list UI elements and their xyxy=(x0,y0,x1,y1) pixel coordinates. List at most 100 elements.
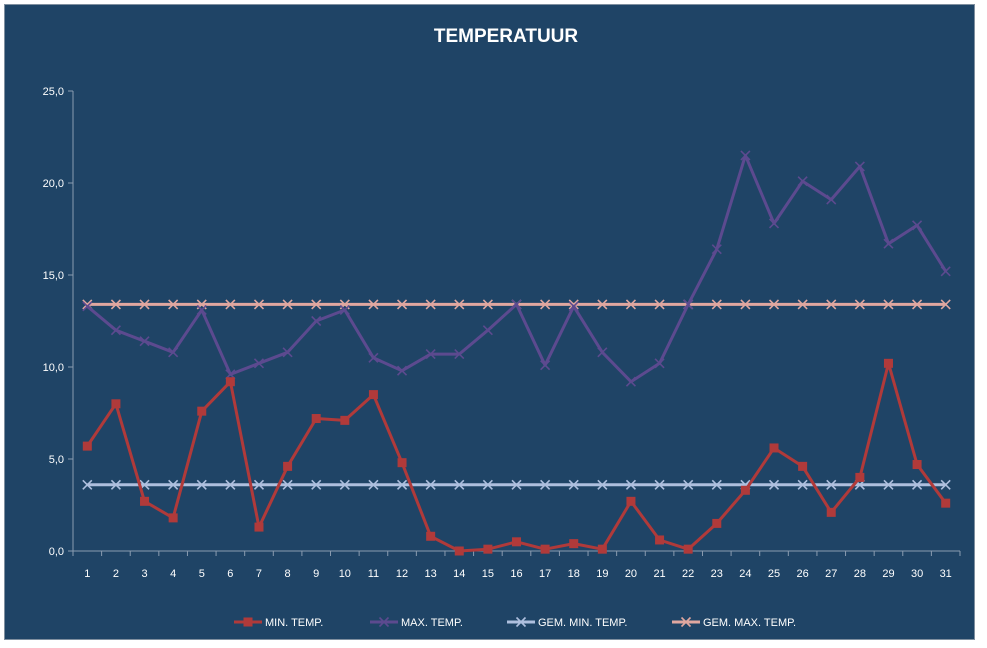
marker-stroke xyxy=(454,479,465,490)
data-point-marker xyxy=(683,299,694,310)
data-point-marker xyxy=(597,299,608,310)
marker-stroke xyxy=(680,616,692,628)
data-point-marker xyxy=(711,479,722,490)
data-point-marker xyxy=(454,479,465,490)
data-point-marker xyxy=(512,537,521,547)
data-point-marker xyxy=(826,507,836,517)
data-point-marker xyxy=(82,479,93,490)
marker-stroke xyxy=(168,347,179,358)
data-point-marker xyxy=(110,299,121,310)
x-tick-label: 30 xyxy=(911,568,923,580)
data-point-marker xyxy=(912,479,923,490)
data-point-marker xyxy=(282,479,293,490)
data-point-marker xyxy=(654,299,665,310)
data-point-marker xyxy=(282,299,293,310)
marker-stroke xyxy=(540,360,551,371)
data-point-marker xyxy=(82,301,93,312)
data-point-marker xyxy=(941,498,951,508)
x-tick-label: 10 xyxy=(339,568,351,580)
marker-stroke xyxy=(883,299,894,310)
x-tick-label: 28 xyxy=(854,568,866,580)
marker-stroke xyxy=(625,479,637,490)
data-point-marker xyxy=(683,479,694,490)
data-point-marker xyxy=(540,360,551,371)
data-point-marker xyxy=(540,544,550,554)
data-point-marker xyxy=(597,347,608,358)
marker-stroke xyxy=(711,299,722,310)
marker-stroke xyxy=(654,358,665,369)
data-point-marker xyxy=(426,531,436,541)
series-3 xyxy=(82,299,951,310)
data-point-marker xyxy=(740,485,750,495)
marker-stroke xyxy=(378,616,390,628)
data-point-marker xyxy=(940,266,951,277)
x-tick-label: 13 xyxy=(425,568,437,580)
marker-stroke xyxy=(797,479,808,490)
marker-stroke xyxy=(454,299,465,310)
marker-stroke xyxy=(425,299,436,310)
y-tick-label: 10,0 xyxy=(43,362,64,374)
legend-label: GEM. MAX. TEMP. xyxy=(703,617,796,629)
data-point-marker xyxy=(482,479,493,490)
data-point-marker xyxy=(378,616,390,628)
data-point-marker xyxy=(197,406,207,416)
data-point-marker xyxy=(253,299,265,310)
data-point-marker xyxy=(482,299,493,310)
marker-stroke xyxy=(396,479,408,490)
x-tick-label: 9 xyxy=(313,568,319,580)
data-point-marker xyxy=(540,299,551,310)
data-point-marker xyxy=(482,325,493,336)
data-point-marker xyxy=(740,150,751,161)
data-point-marker xyxy=(168,513,178,523)
data-point-marker xyxy=(243,617,253,627)
marker-stroke xyxy=(282,299,293,310)
marker-stroke xyxy=(912,220,923,231)
data-point-marker xyxy=(253,358,265,369)
data-point-marker xyxy=(368,390,378,400)
marker-stroke xyxy=(654,299,665,310)
marker-stroke xyxy=(482,325,493,336)
x-tick-label: 24 xyxy=(739,568,751,580)
y-tick-label: 5,0 xyxy=(49,454,64,466)
data-point-marker xyxy=(225,377,235,387)
marker-stroke xyxy=(482,479,493,490)
data-point-marker xyxy=(597,544,607,554)
x-tick-label: 31 xyxy=(940,568,952,580)
x-tick-label: 2 xyxy=(113,568,119,580)
data-point-marker xyxy=(826,299,837,310)
x-tick-label: 26 xyxy=(797,568,809,580)
data-point-marker xyxy=(683,544,693,554)
data-point-marker xyxy=(797,176,808,187)
marker-stroke xyxy=(139,299,150,310)
data-point-marker xyxy=(798,461,808,471)
marker-stroke xyxy=(225,299,236,310)
data-point-marker xyxy=(712,518,722,528)
x-tick-label: 23 xyxy=(711,568,723,580)
data-point-marker xyxy=(196,479,207,490)
marker-stroke xyxy=(511,299,522,310)
marker-stroke xyxy=(940,299,951,310)
y-tick-label: 25,0 xyxy=(43,86,64,98)
marker-stroke xyxy=(368,352,379,363)
data-point-marker xyxy=(883,238,894,249)
marker-stroke xyxy=(82,301,93,312)
data-point-marker xyxy=(311,479,322,490)
series-2 xyxy=(82,479,951,490)
data-point-marker xyxy=(680,616,692,628)
data-point-marker xyxy=(769,443,779,453)
legend-label: MIN. TEMP. xyxy=(265,617,323,629)
data-point-marker xyxy=(196,304,207,316)
marker-stroke xyxy=(568,301,579,312)
data-point-marker xyxy=(511,299,522,310)
marker-stroke xyxy=(196,479,207,490)
x-tick-label: 27 xyxy=(825,568,837,580)
marker-stroke xyxy=(883,479,894,490)
x-tick-label: 7 xyxy=(256,568,262,580)
data-point-marker xyxy=(225,299,236,310)
data-point-marker xyxy=(768,479,780,490)
marker-stroke xyxy=(311,479,322,490)
data-point-marker xyxy=(740,299,751,310)
data-point-marker xyxy=(425,479,436,490)
data-point-marker xyxy=(625,376,637,387)
